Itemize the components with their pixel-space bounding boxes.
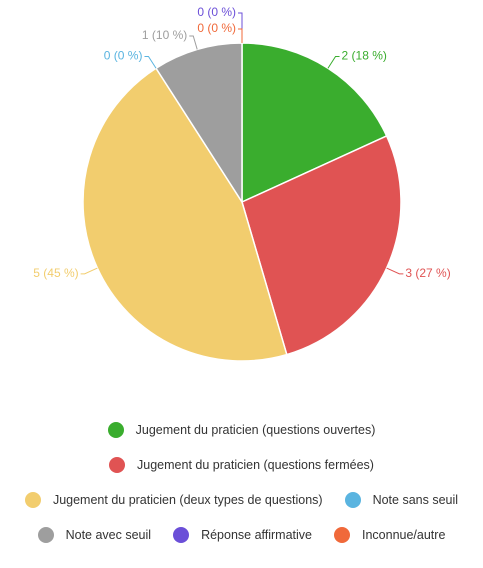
pie-slice xyxy=(155,42,243,205)
legend-item[interactable]: Réponse affirmative xyxy=(173,525,312,545)
data-label: 2 (18 %) xyxy=(342,49,387,63)
data-label: 0 (0 %) xyxy=(197,21,236,35)
legend-label: Réponse affirmative xyxy=(201,528,312,542)
leader-line xyxy=(189,35,198,50)
data-label: 1 (10 %) xyxy=(142,28,187,42)
legend-swatch xyxy=(37,527,54,543)
legend-swatch xyxy=(107,422,124,438)
data-label: 3 (27 %) xyxy=(405,266,450,280)
legend-item[interactable]: Inconnue/autre xyxy=(334,525,445,545)
legend-label: Note avec seuil xyxy=(65,528,152,542)
legend-item[interactable]: Jugement du praticien (deux types de que… xyxy=(24,490,323,510)
legend-swatch xyxy=(344,492,361,508)
legend-item[interactable]: Note sans seuil xyxy=(344,490,459,510)
leader-line xyxy=(238,28,243,43)
legend: Jugement du praticien (questions ouverte… xyxy=(0,420,483,545)
legend-label: Note sans seuil xyxy=(372,493,459,507)
legend-label: Jugement du praticien (deux types de que… xyxy=(52,493,323,507)
data-label: 5 (45 %) xyxy=(33,266,78,280)
legend-label: Inconnue/autre xyxy=(362,528,446,542)
pie-area: 2 (18 %) 3 (27 %) 5 (45 %) 0 (0 %) 1 (10 %) 0… xyxy=(33,5,451,362)
data-label: 0 (0 %) xyxy=(104,49,143,63)
legend-swatch xyxy=(173,527,190,543)
pie-slice xyxy=(82,67,288,362)
legend-label: Jugement du praticien (questions fermées… xyxy=(137,458,374,472)
leader-line xyxy=(327,55,340,69)
pie-slice xyxy=(241,134,402,356)
leader-line xyxy=(144,55,157,69)
leader-line xyxy=(80,267,98,275)
legend-item[interactable]: Note avec seuil xyxy=(37,525,152,545)
legend-label: Jugement du praticien (questions ouverte… xyxy=(135,423,376,437)
legend-swatch xyxy=(109,457,126,473)
data-label: 0 (0 %) xyxy=(197,5,236,19)
legend-item[interactable]: Jugement du praticien (questions ouverte… xyxy=(107,420,376,440)
legend-swatch xyxy=(24,492,41,508)
leader-line xyxy=(238,12,243,43)
legend-swatch xyxy=(334,527,350,543)
leader-line xyxy=(386,267,404,275)
legend-item[interactable]: Jugement du praticien (questions fermées… xyxy=(109,455,374,475)
